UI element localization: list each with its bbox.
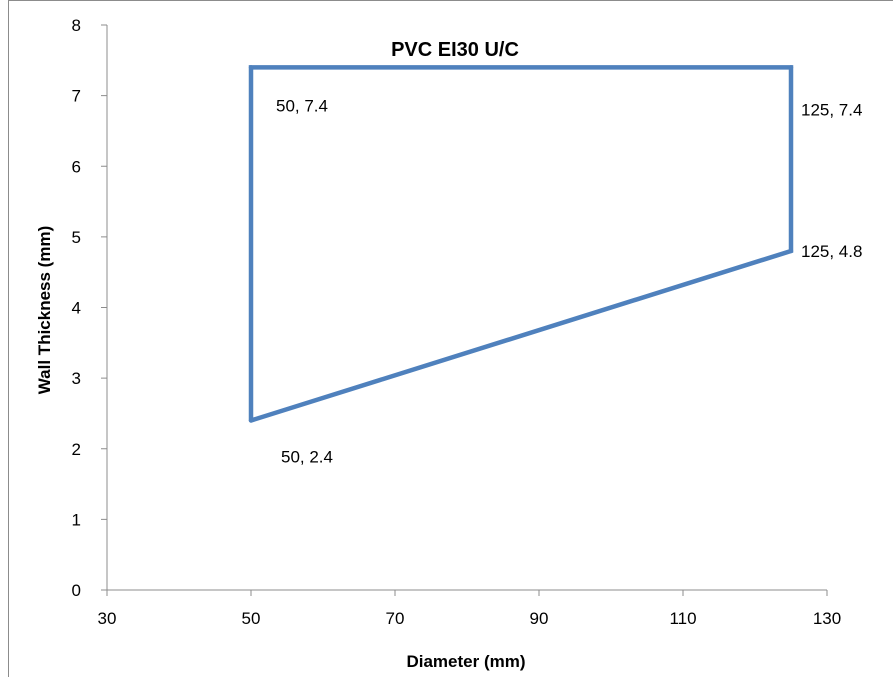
- series-line: [248, 65, 794, 423]
- x-tick-label: 130: [813, 609, 841, 628]
- data-point: [788, 65, 794, 70]
- y-axis-title: Wall Thickness (mm): [35, 226, 54, 394]
- data-point: [788, 248, 794, 254]
- x-axis-title: Diameter (mm): [406, 652, 525, 671]
- data-label: 125, 4.8: [801, 242, 862, 261]
- x-tick-label: 70: [386, 609, 405, 628]
- chart-area: [8, 0, 893, 677]
- data-label: 125, 7.4: [801, 100, 862, 119]
- y-tick-label: 3: [72, 369, 81, 388]
- y-tick-label: 5: [72, 228, 81, 247]
- y-tick-label: 8: [72, 16, 81, 35]
- x-tick-label: 110: [669, 609, 696, 628]
- y-tick-label: 7: [72, 87, 81, 106]
- chart-title: PVC EI30 U/C: [391, 39, 519, 61]
- axes: 0 1 2 3 4 5 6 7 8 30 50 70 90 110 130: [72, 16, 842, 628]
- y-tick-label: 4: [72, 299, 81, 318]
- y-tick-label: 1: [72, 510, 81, 529]
- y-tick-label: 6: [72, 157, 81, 176]
- data-point: [248, 65, 254, 70]
- x-tick-label: 50: [242, 609, 261, 628]
- data-label: 50, 2.4: [281, 448, 333, 467]
- y-tick-label: 0: [72, 581, 81, 600]
- data-labels: 50, 2.4 50, 7.4 125, 7.4 125, 4.8: [276, 96, 862, 466]
- data-point: [248, 418, 254, 423]
- series-layer: [248, 65, 794, 423]
- x-tick-label: 90: [530, 609, 549, 628]
- y-tick-label: 2: [72, 440, 81, 459]
- data-label: 50, 7.4: [276, 96, 328, 115]
- x-tick-label: 30: [98, 609, 117, 628]
